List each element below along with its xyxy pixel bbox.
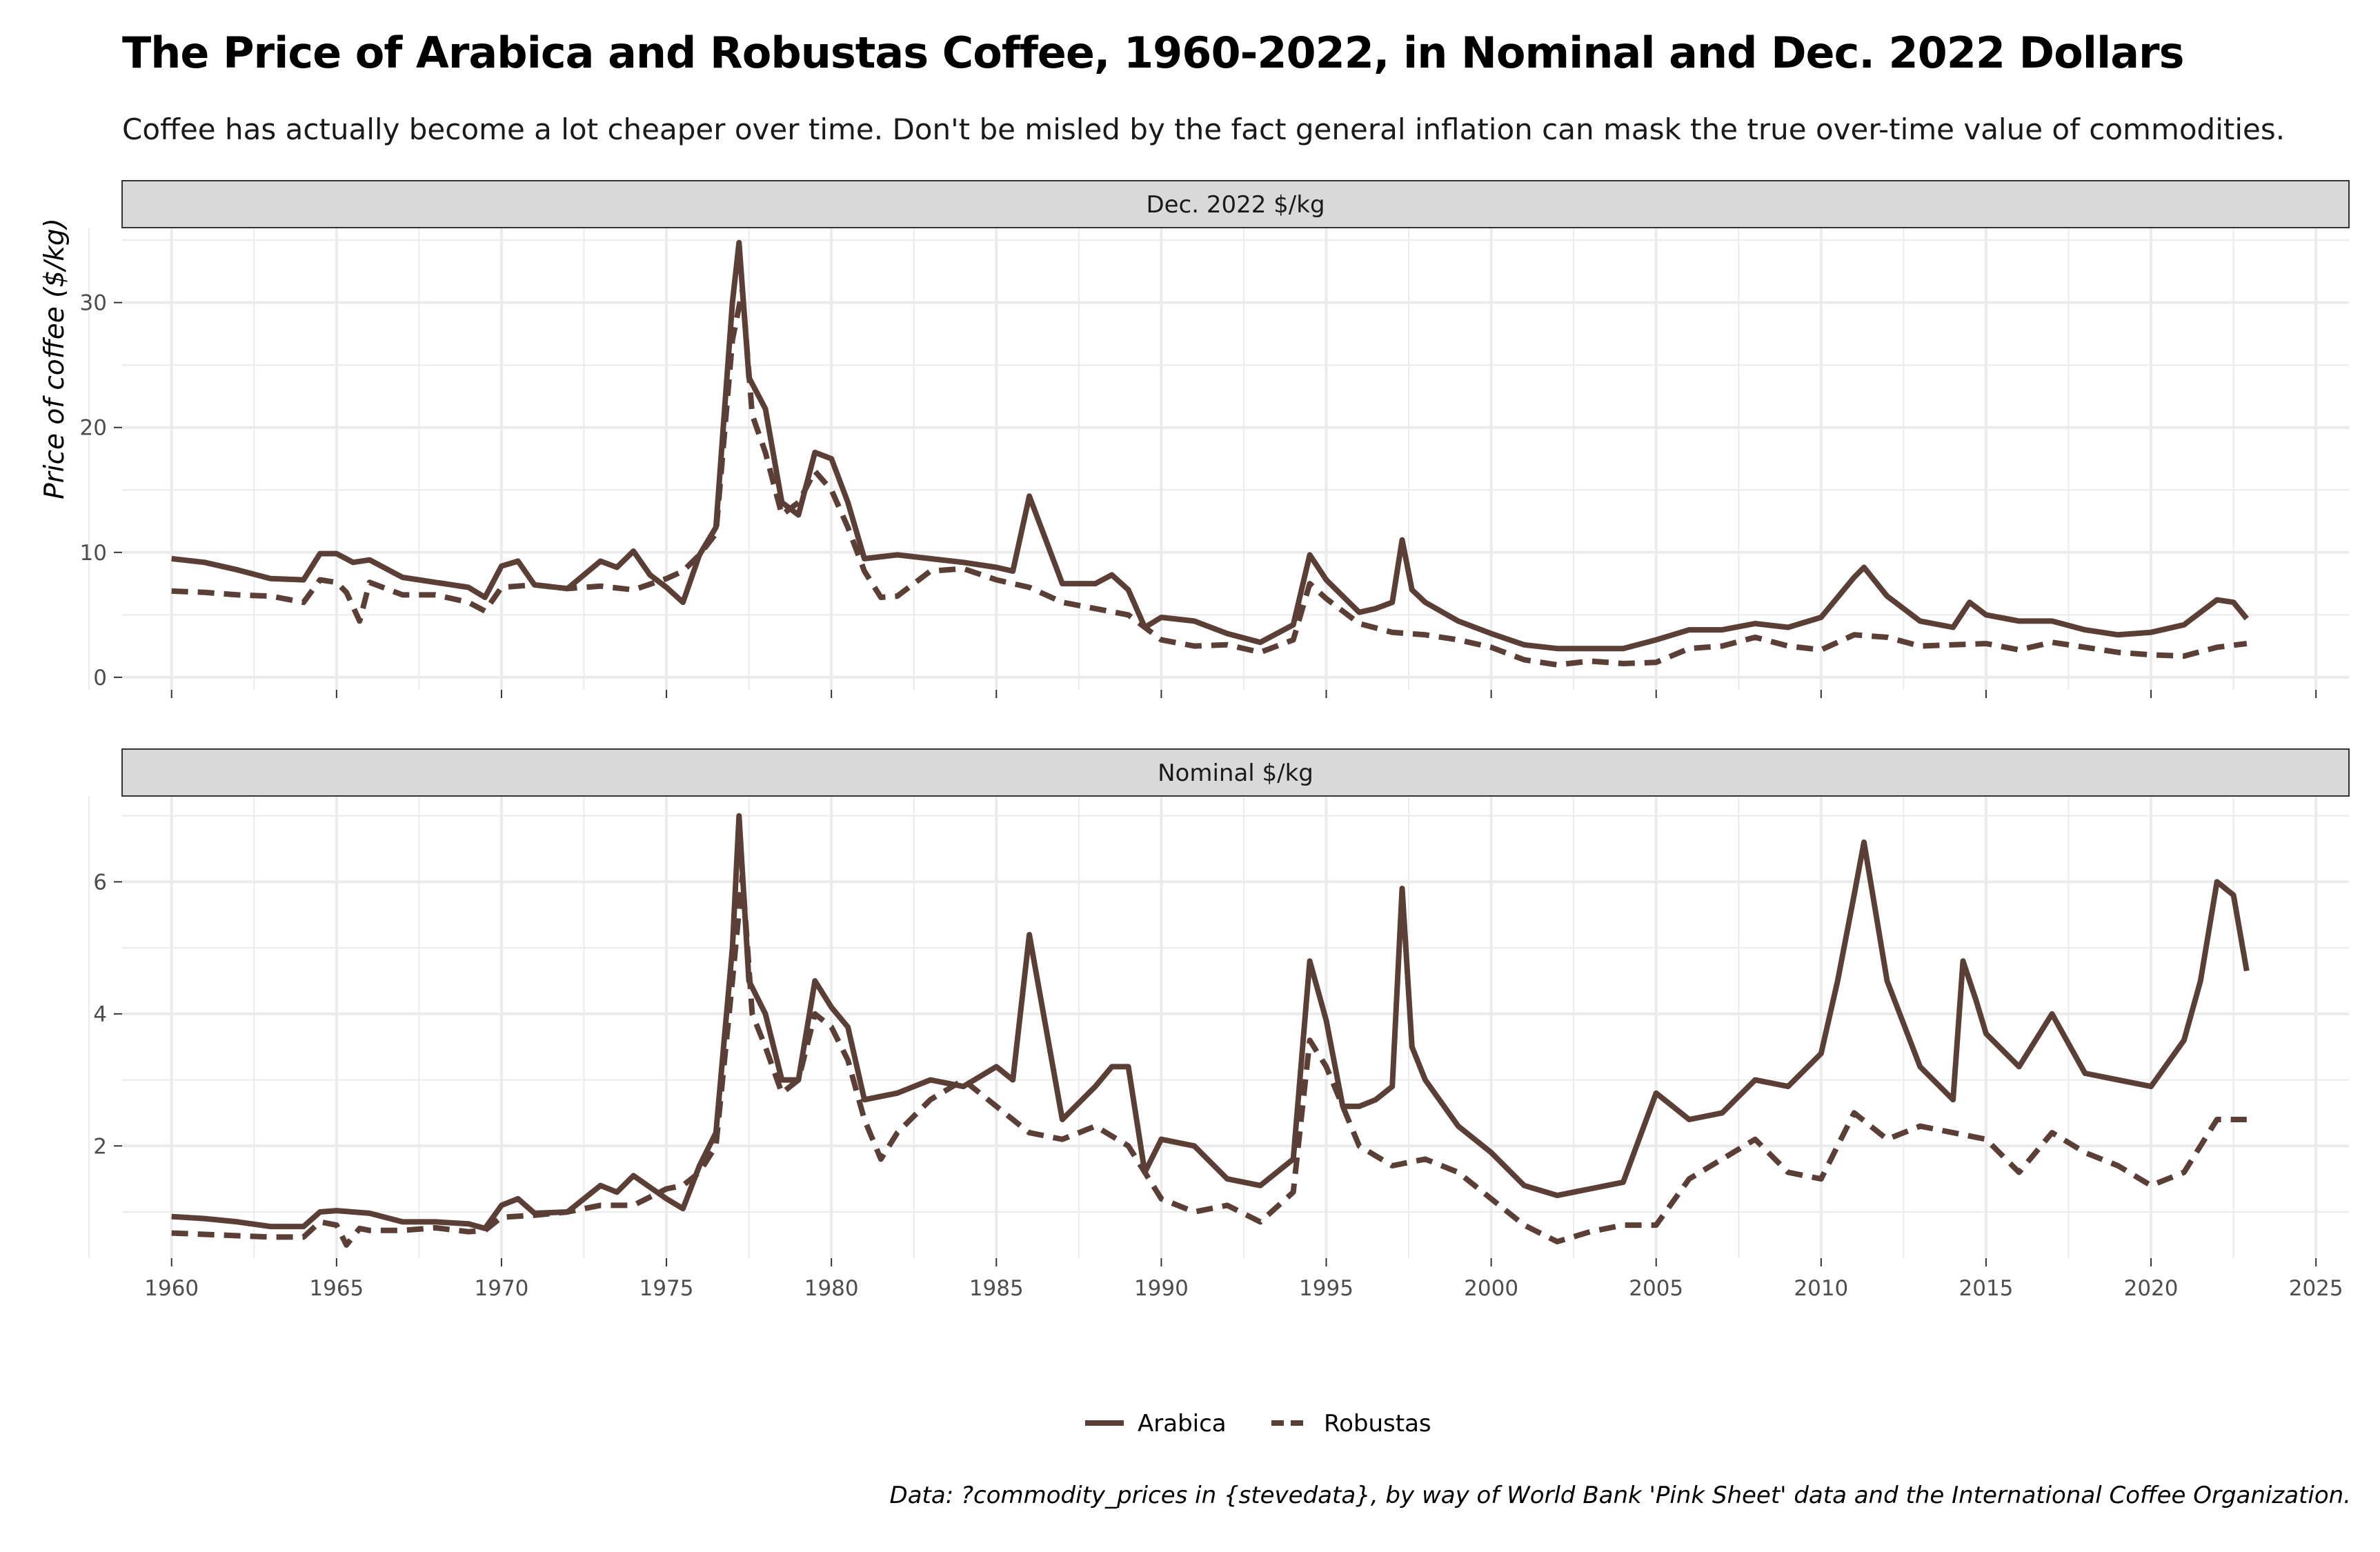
- y-tick-label: 4: [93, 1002, 107, 1027]
- facet-strip-label: Nominal $/kg: [1158, 759, 1313, 787]
- chart-subtitle: Coffee has actually become a lot cheaper…: [122, 112, 2285, 146]
- legend-label-robustas: Robustas: [1324, 1410, 1431, 1437]
- x-tick-label: 2005: [1629, 1276, 1683, 1301]
- series-line-arabica: [171, 239, 2249, 652]
- x-tick-label: 1970: [475, 1276, 529, 1301]
- x-tick-label: 2020: [2124, 1276, 2179, 1301]
- x-tick-label: 1985: [969, 1276, 1024, 1301]
- panel-2: Nominal $/kg 2 4 6 1960 1965 1970 1975 1980 1985 1…: [88, 748, 2350, 1301]
- facet-strip: [121, 748, 2350, 797]
- series-line-robustas: [171, 287, 2248, 668]
- legend-label-arabica: Arabica: [1138, 1410, 1227, 1437]
- series-line-arabica: [171, 813, 2250, 1231]
- chart-title: The Price of Arabica and Robustas Coffee…: [122, 28, 2185, 78]
- x-tick-label: 1995: [1299, 1276, 1353, 1301]
- chart-caption: Data: ?commodity_prices in {stevedata}, …: [889, 1482, 2351, 1509]
- x-tick-label: 1975: [639, 1276, 694, 1301]
- y-tick-label: 20: [80, 416, 107, 441]
- y-tick-label: 10: [80, 541, 107, 566]
- x-tick-label: 1965: [309, 1276, 364, 1301]
- y-axis-title: Price of coffee ($/kg): [39, 218, 70, 499]
- facet-strip: [121, 180, 2350, 228]
- x-tick-label: 1960: [144, 1276, 199, 1301]
- x-tick-label: 2000: [1464, 1276, 1518, 1301]
- y-tick-label: 6: [93, 870, 107, 895]
- x-tick-label: 2015: [1959, 1276, 2014, 1301]
- x-tick-label: 1980: [804, 1276, 859, 1301]
- series-line-robustas: [171, 872, 2247, 1248]
- x-tick-label: 2025: [2289, 1276, 2343, 1301]
- y-tick-label: 30: [80, 291, 107, 316]
- facet-strip-label: Dec. 2022 $/kg: [1146, 191, 1325, 219]
- y-tick-label: 0: [93, 666, 107, 690]
- x-tick-label: 2010: [1794, 1276, 1848, 1301]
- x-tick-label: 1990: [1134, 1276, 1189, 1301]
- legend: Arabica Robustas: [1085, 1410, 1431, 1437]
- panel-1: Dec. 2022 $/kg 0 10 20 30: [80, 180, 2350, 698]
- y-tick-label: 2: [93, 1134, 107, 1159]
